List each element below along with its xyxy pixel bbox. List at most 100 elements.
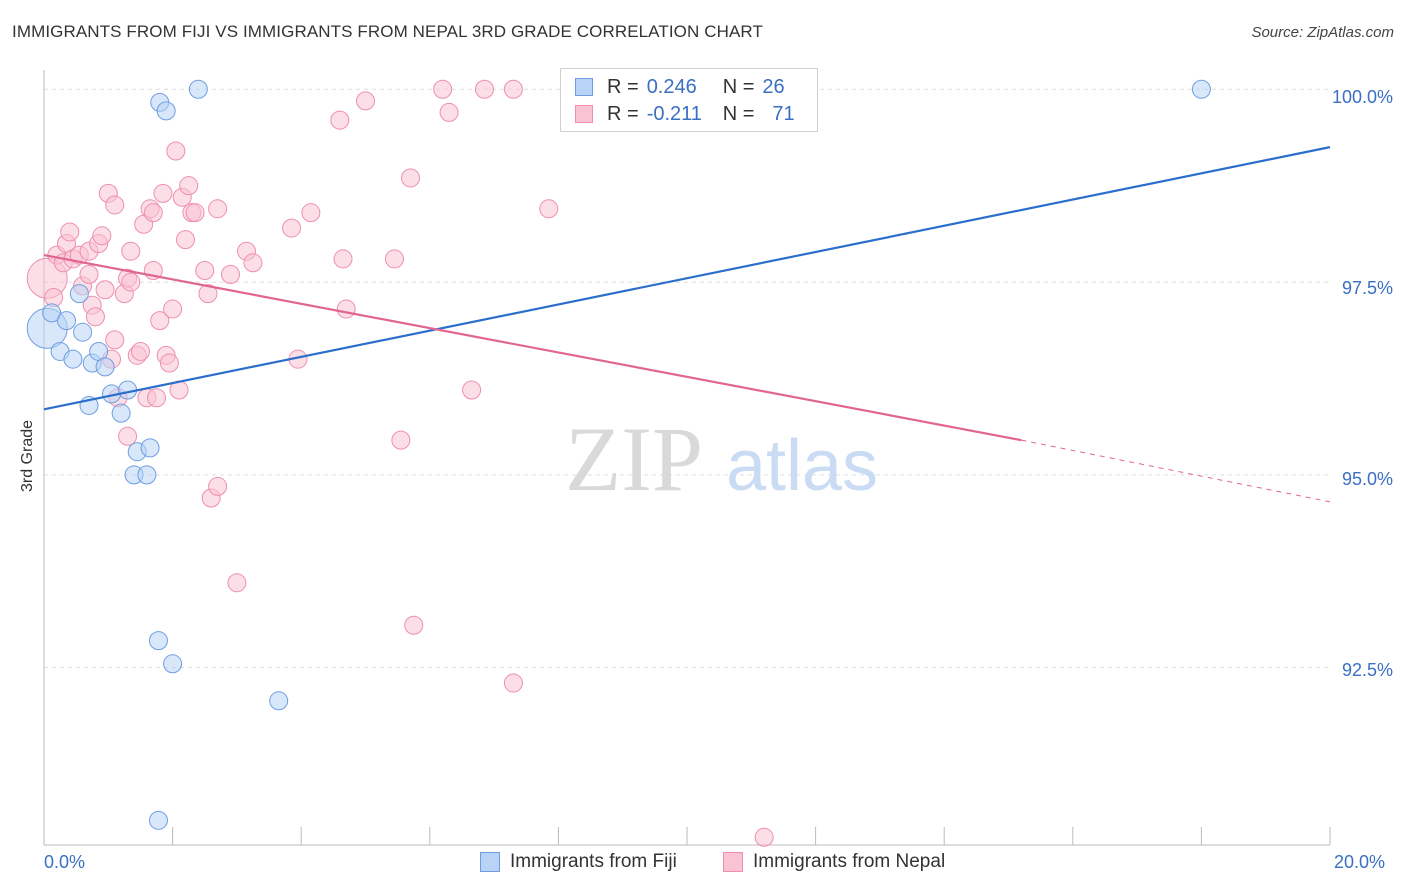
fiji-point (188, 79, 208, 99)
nepal-point (336, 299, 356, 319)
nepal-point (462, 380, 482, 400)
nepal-point (384, 249, 404, 269)
watermark-atlas: atlas (726, 426, 878, 506)
n-label: N = (722, 102, 755, 125)
nepal-point (333, 249, 353, 269)
fiji-point (111, 403, 131, 423)
fiji-points (26, 79, 1211, 830)
nepal-trend-line (43, 253, 1022, 442)
nepal-point (356, 91, 375, 111)
nepal-point (95, 280, 115, 300)
bottom-legend-fiji[interactable]: Immigrants from Fiji (480, 851, 677, 873)
watermark: ZIP atlas (565, 408, 878, 510)
fiji-point (1191, 79, 1211, 99)
watermark-zip: ZIP (565, 408, 703, 510)
y-tick-label: 100.0% (1331, 87, 1393, 107)
nepal-trend-line (1021, 439, 1331, 503)
nepal-point (118, 426, 138, 446)
nepal-point (121, 272, 141, 292)
fiji-point (57, 311, 77, 331)
nepal-point (153, 183, 173, 203)
bottom-legend-nepal[interactable]: Immigrants from Nepal (723, 851, 945, 873)
nepal-swatch-icon (575, 105, 593, 123)
nepal-point (433, 79, 453, 99)
nepal-point (85, 307, 105, 327)
nepal-point (243, 253, 263, 273)
nepal-point (282, 218, 302, 238)
nepal-point (179, 176, 199, 196)
nepal-point (439, 102, 459, 122)
fiji-point (163, 654, 183, 674)
chart-title: IMMIGRANTS FROM FIJI VS IMMIGRANTS FROM … (12, 22, 763, 41)
fiji-legend-label: Immigrants from Fiji (510, 851, 677, 872)
trend-lines (43, 146, 1331, 503)
fiji-point (63, 349, 83, 369)
nepal-point (401, 168, 421, 188)
nepal-point (539, 199, 559, 219)
n-label: N = (722, 75, 755, 98)
nepal-point (105, 330, 125, 350)
nepal-point (92, 226, 112, 246)
x-tick-label-min: 0.0% (44, 852, 86, 872)
nepal-point (754, 827, 774, 847)
r-label: R = (607, 75, 639, 98)
fiji-trend-line (43, 146, 1331, 411)
source-label: Source: ZipAtlas.com (1251, 24, 1394, 41)
legend-row-nepal: R = -0.211 N = 71 (575, 102, 795, 126)
fiji-point (140, 438, 160, 458)
nepal-point (150, 311, 170, 331)
nepal-point (404, 615, 424, 635)
nepal-point (208, 476, 228, 496)
nepal-point (301, 203, 321, 223)
y-axis-label: 3rd Grade (19, 419, 36, 493)
nepal-point (79, 264, 99, 284)
axes (43, 70, 1331, 846)
fiji-point (148, 631, 168, 651)
legend-row-fiji: R = 0.246 N = 26 (575, 75, 785, 99)
fiji-swatch-icon (575, 78, 593, 96)
stats-legend: R = 0.246 N = 26 R = -0.211 N = 71 (560, 68, 818, 132)
fiji-point (269, 691, 289, 711)
y-tick-label: 92.5% (1341, 660, 1393, 680)
nepal-points (26, 79, 774, 847)
fiji-legend-icon (480, 852, 500, 872)
nepal-point (143, 203, 163, 223)
nepal-point (60, 222, 80, 242)
nepal-point (330, 110, 350, 130)
nepal-point (121, 241, 141, 261)
nepal-point (391, 430, 411, 450)
y-tick-label: 97.5% (1341, 278, 1393, 298)
nepal-point (227, 573, 247, 593)
fiji-point (148, 810, 168, 830)
fiji-point (73, 322, 93, 342)
nepal-point (175, 230, 195, 250)
nepal-point (159, 353, 179, 373)
fiji-point (156, 101, 176, 121)
nepal-legend-label: Immigrants from Nepal (753, 851, 946, 872)
nepal-r-value: -0.211 (646, 102, 702, 125)
nepal-point (163, 299, 183, 319)
fiji-point (137, 465, 157, 485)
nepal-point (130, 341, 150, 361)
fiji-point (95, 357, 115, 377)
fiji-point (42, 303, 62, 323)
fiji-point (69, 284, 89, 304)
nepal-point (208, 199, 228, 219)
nepal-point (166, 141, 186, 161)
nepal-point (503, 673, 523, 693)
nepal-point (105, 195, 125, 215)
nepal-point (220, 264, 240, 284)
nepal-point (185, 203, 205, 223)
nepal-point (195, 260, 215, 280)
nepal-point (198, 284, 218, 304)
fiji-n-value: 26 (762, 75, 785, 98)
r-label: R = (607, 102, 639, 125)
fiji-r-value: 0.246 (646, 75, 697, 98)
nepal-point (474, 79, 494, 99)
nepal-n-value: 71 (772, 102, 795, 125)
nepal-point (147, 388, 167, 408)
y-tick-label: 95.0% (1341, 469, 1393, 489)
nepal-point (503, 79, 523, 99)
x-tick-label-max: 20.0% (1334, 852, 1386, 872)
